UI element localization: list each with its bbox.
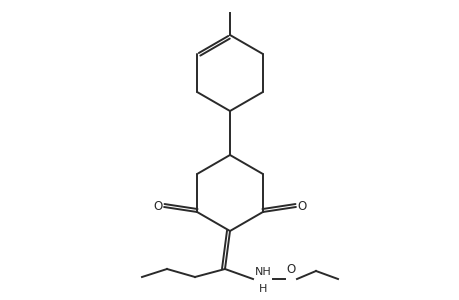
Text: O: O — [286, 263, 295, 276]
Text: O: O — [297, 200, 306, 214]
Text: O: O — [153, 200, 162, 214]
Text: H: H — [258, 284, 267, 294]
Text: NH: NH — [254, 267, 271, 277]
